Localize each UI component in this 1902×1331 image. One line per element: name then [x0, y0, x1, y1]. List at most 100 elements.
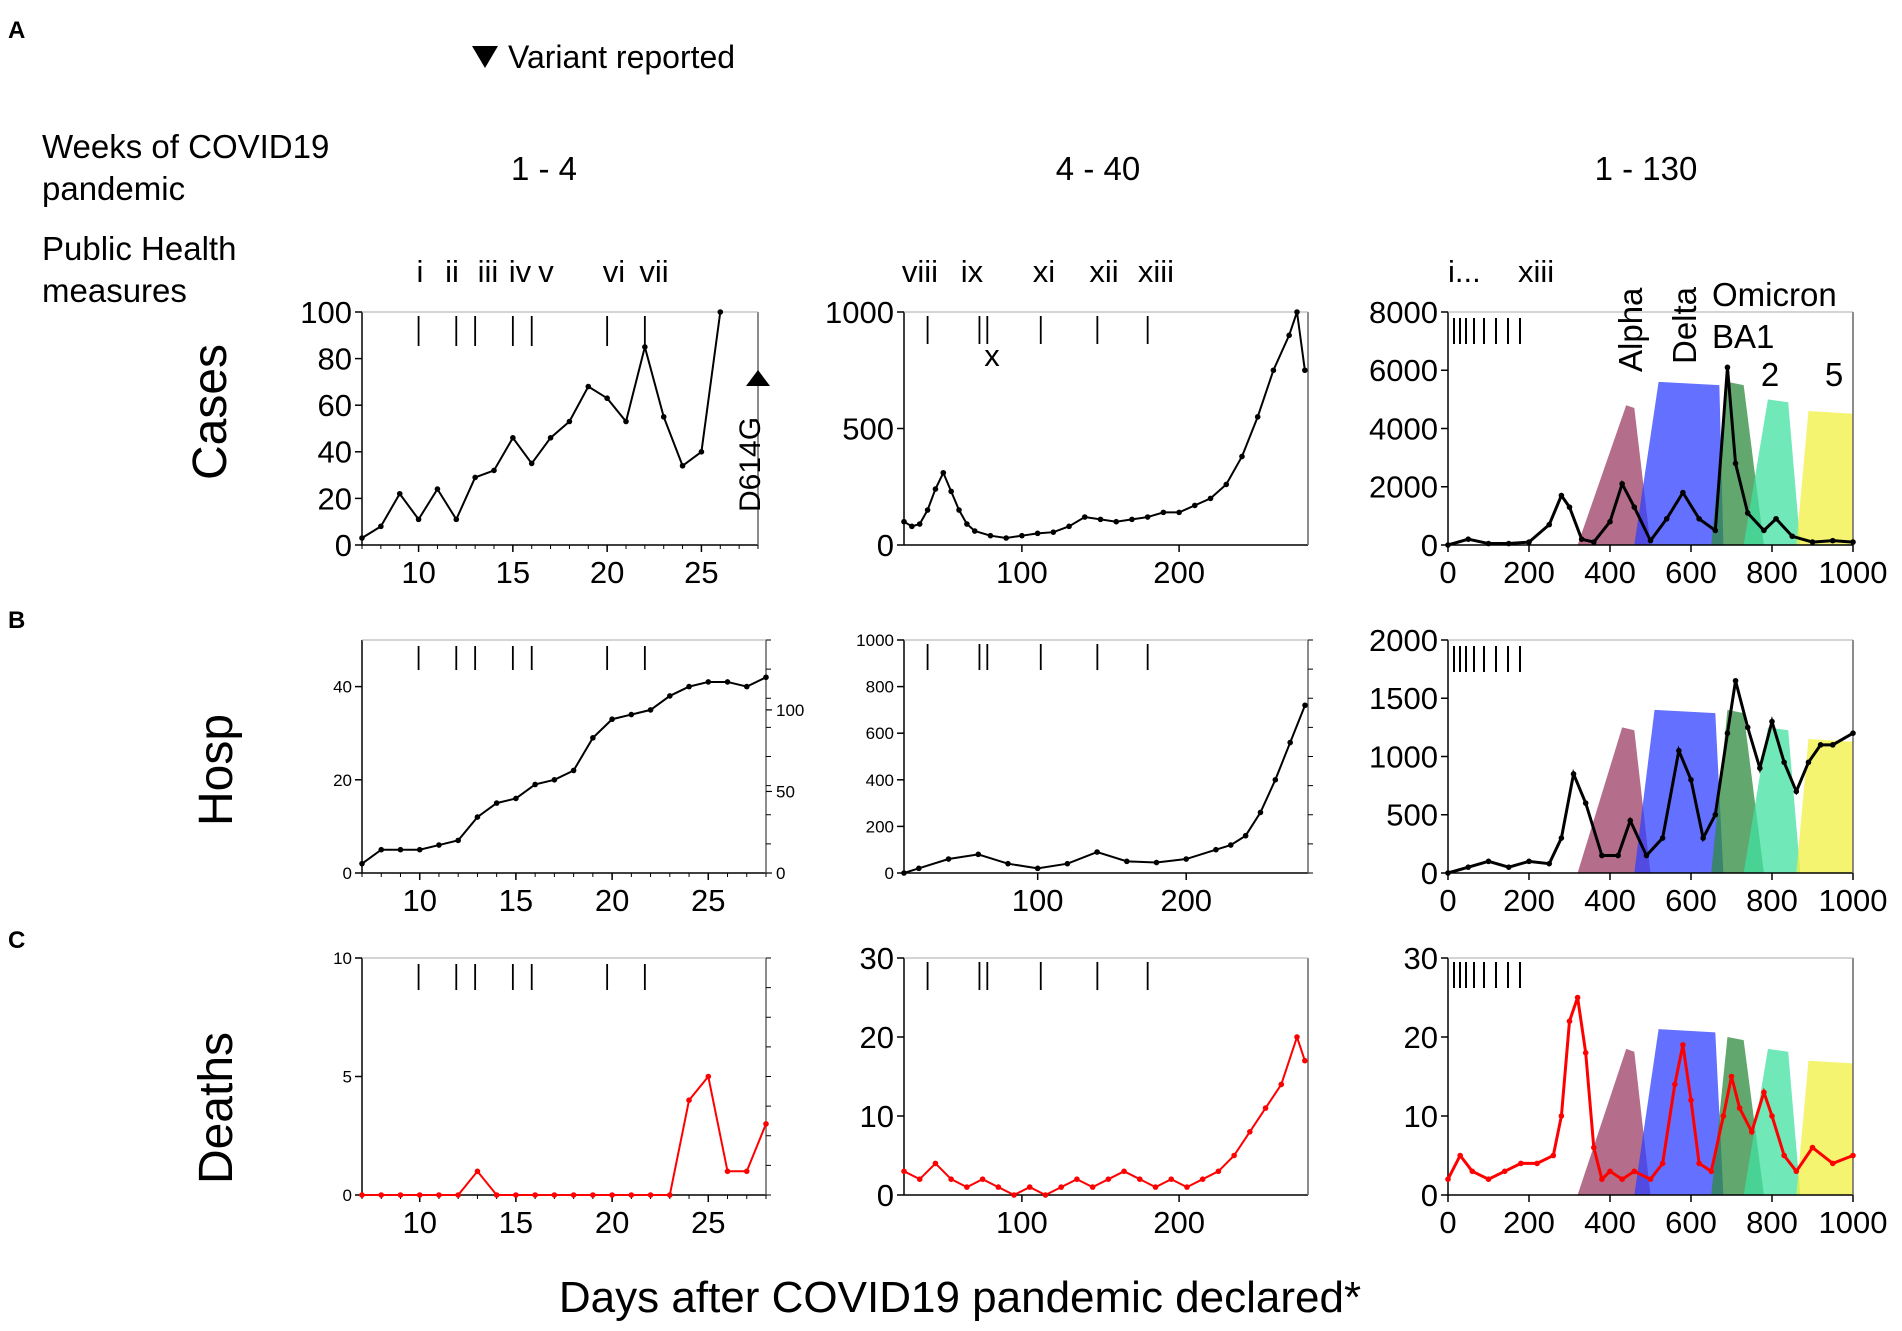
- x-tick-label: 600: [1665, 555, 1717, 590]
- variant-label-d614g: D614G: [734, 417, 767, 512]
- data-point: [1558, 1113, 1565, 1119]
- data-point: [570, 1192, 577, 1198]
- data-point: [901, 518, 907, 525]
- y-tick-label: 800: [866, 678, 894, 697]
- y2-tick-label: 50: [776, 782, 795, 801]
- data-point: [416, 846, 423, 853]
- x-axis-title: Days after COVID19 pandemic declared*: [559, 1273, 1361, 1322]
- data-point: [1270, 367, 1277, 374]
- variant-band-ba2: [1743, 399, 1801, 545]
- x-tick-label: 20: [595, 883, 629, 918]
- data-point: [1129, 516, 1135, 523]
- data-point: [1574, 994, 1581, 1001]
- data-point: [1724, 730, 1731, 736]
- variant-triangle-icon: [746, 370, 770, 386]
- variant-band-ba5: [1796, 739, 1853, 873]
- data-point: [1003, 535, 1009, 541]
- x-tick-label: 800: [1746, 883, 1798, 918]
- data-point: [932, 1160, 939, 1167]
- panel-label-b: B: [8, 607, 25, 634]
- data-point: [995, 1184, 1002, 1190]
- x-tick-label: 200: [1503, 555, 1555, 590]
- data-point: [609, 716, 615, 723]
- data-point: [1696, 1160, 1702, 1167]
- data-point: [1744, 510, 1751, 516]
- y-tick-label: 5: [343, 1067, 352, 1086]
- chart-cases_1_4: 0 20 40 60 80 100 10 15 20 25: [300, 295, 759, 590]
- data-point: [1781, 759, 1787, 766]
- data-point: [1728, 1073, 1735, 1080]
- data-point: [1272, 777, 1279, 783]
- data-point: [1708, 1168, 1715, 1175]
- data-point: [1097, 516, 1104, 523]
- y-tick-label: 400: [866, 771, 894, 790]
- data-point: [1761, 527, 1767, 534]
- data-point: [1591, 1144, 1597, 1151]
- data-point: [1089, 1184, 1096, 1190]
- data-point: [1647, 1176, 1654, 1182]
- data-point: [1485, 540, 1492, 547]
- series-line-deaths_1_4: [362, 1074, 767, 1196]
- data-point: [551, 777, 558, 783]
- data-point: [396, 490, 403, 497]
- data-point: [1769, 1113, 1775, 1119]
- data-point: [1019, 532, 1025, 539]
- data-point: [1663, 515, 1670, 522]
- y-tick-label: 1000: [825, 295, 894, 330]
- data-point: [1680, 1042, 1686, 1048]
- variant-band-delta: [1634, 381, 1724, 545]
- data-point: [1254, 414, 1261, 420]
- y-tick-label: 0: [343, 864, 352, 883]
- data-point: [1183, 856, 1190, 862]
- data-point: [493, 1192, 500, 1198]
- data-point: [532, 781, 538, 788]
- data-point: [1042, 1192, 1049, 1198]
- data-point: [513, 1192, 519, 1198]
- series-line-hosp_1_4: [361, 676, 767, 865]
- data-point: [359, 1192, 365, 1198]
- data-point: [1805, 759, 1812, 766]
- variant-band-delta: [1634, 709, 1724, 873]
- chart-hosp_1_4: 0 20 40 0 50 100 10 15 20 25: [333, 639, 804, 918]
- x-tick-label: 15: [496, 555, 530, 590]
- data-point: [1599, 1176, 1605, 1182]
- x-tick-label: 25: [691, 1205, 725, 1240]
- data-point: [1607, 1168, 1613, 1175]
- measure-label-iii: iii: [478, 254, 499, 289]
- y-tick-label: 6000: [1369, 353, 1438, 388]
- variant-label-alpha: Alpha: [1612, 287, 1649, 372]
- data-point: [964, 1184, 970, 1190]
- y2-tick-label: 0: [776, 864, 785, 883]
- data-point: [1570, 771, 1577, 777]
- data-point: [1113, 518, 1120, 525]
- data-point: [660, 414, 667, 420]
- weeks-col2: 4 - 40: [1056, 150, 1140, 187]
- data-point: [1619, 1176, 1625, 1182]
- data-point: [1257, 809, 1264, 816]
- variant-band-ba5: [1796, 411, 1853, 545]
- data-point: [1793, 788, 1800, 795]
- x-tick-label: 400: [1584, 883, 1636, 918]
- variant-label-ba5: 5: [1825, 356, 1843, 393]
- data-point: [1566, 504, 1573, 510]
- data-point: [1591, 539, 1597, 545]
- data-point: [1223, 481, 1230, 488]
- data-point: [1631, 504, 1638, 510]
- data-point: [397, 1192, 404, 1198]
- data-point: [1302, 1057, 1308, 1064]
- variant-band-delta: [1634, 1029, 1724, 1195]
- data-point: [1465, 864, 1472, 870]
- data-point: [1558, 492, 1565, 499]
- y-tick-label: 0: [1421, 528, 1438, 563]
- data-point: [472, 474, 478, 481]
- data-point: [763, 674, 769, 681]
- x-tick-label: 400: [1584, 1205, 1636, 1240]
- data-point: [628, 711, 635, 718]
- data-point: [1058, 1184, 1064, 1190]
- data-point: [1672, 1081, 1678, 1088]
- data-point: [1659, 1160, 1666, 1167]
- data-point: [1094, 849, 1100, 855]
- data-point: [566, 418, 573, 425]
- data-point: [570, 767, 577, 774]
